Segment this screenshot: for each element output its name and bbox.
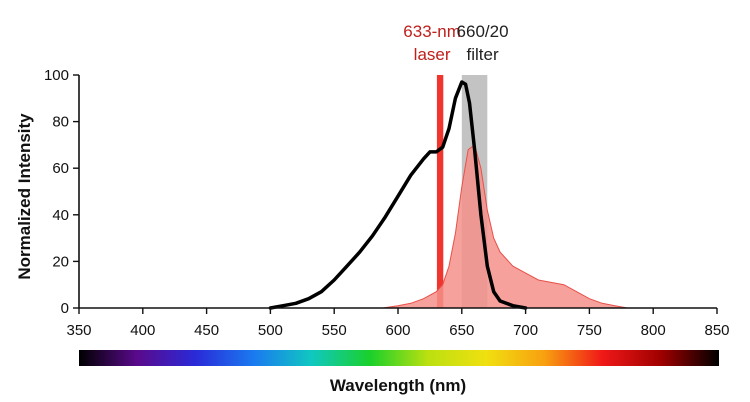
laser-label: 633-nm <box>403 22 461 41</box>
laser-band <box>436 75 444 308</box>
y-tick-label: 60 <box>52 160 69 177</box>
x-tick-label: 450 <box>194 322 219 339</box>
y-tick-label: 80 <box>52 114 69 131</box>
spectrum-bar <box>79 350 719 366</box>
annotation-labels: 633-nm laser 660/20 filter <box>403 22 508 64</box>
spectrum-bar-fill <box>79 350 719 366</box>
excitation-line <box>268 80 528 310</box>
x-tick-label: 750 <box>577 322 602 339</box>
x-tick-label: 600 <box>385 322 410 339</box>
x-tick-label: 650 <box>449 322 474 339</box>
filter-label: filter <box>466 45 498 64</box>
y-tick-label: 20 <box>52 253 69 270</box>
x-tick-label: 500 <box>258 322 283 339</box>
y-tick-label: 100 <box>44 67 69 84</box>
y-tick-label: 40 <box>52 207 69 224</box>
laser-label: laser <box>414 45 451 64</box>
filter-label: 660/20 <box>457 22 509 41</box>
x-axis-title: Wavelength (nm) <box>330 376 466 395</box>
x-tick-label: 400 <box>130 322 155 339</box>
series-group <box>268 80 641 310</box>
x-tick-label: 700 <box>513 322 538 339</box>
x-tick-label: 550 <box>322 322 347 339</box>
y-tick-label: 0 <box>61 300 69 317</box>
axes: 350 400 450 500 550 600 650 700 750 800 850 0 20 40 60… <box>44 67 730 339</box>
emission-area <box>382 144 641 309</box>
x-tick-label: 800 <box>641 322 666 339</box>
x-tick-label: 850 <box>704 322 729 339</box>
x-tick-label: 350 <box>66 322 91 339</box>
y-axis-title: Normalized Intensity <box>15 113 34 280</box>
